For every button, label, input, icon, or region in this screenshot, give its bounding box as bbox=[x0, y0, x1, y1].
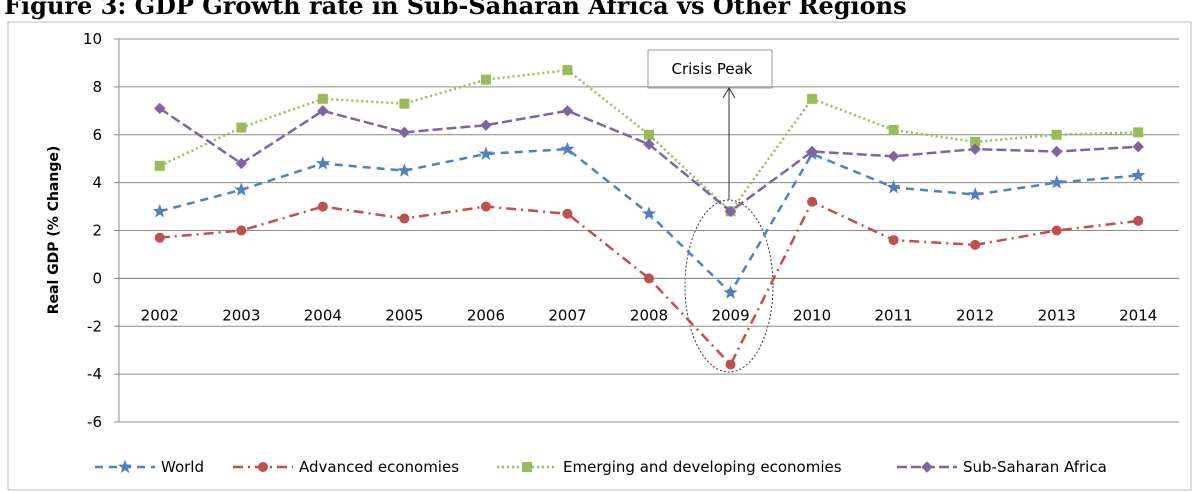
x-tick-label: 2013 bbox=[1038, 306, 1076, 324]
marker bbox=[117, 459, 133, 474]
arrow-head bbox=[722, 87, 736, 99]
marker bbox=[1050, 145, 1063, 158]
marker bbox=[154, 232, 165, 243]
marker bbox=[723, 285, 738, 299]
marker bbox=[806, 145, 818, 158]
marker bbox=[807, 93, 818, 104]
x-tick-label: 2009 bbox=[711, 306, 749, 324]
marker bbox=[1131, 167, 1146, 182]
x-tick-label: 2004 bbox=[304, 306, 342, 324]
marker bbox=[1133, 215, 1144, 226]
legend-label: Emerging and developing economies bbox=[563, 458, 842, 476]
y-tick-label: -6 bbox=[87, 413, 102, 431]
marker bbox=[152, 203, 167, 218]
marker bbox=[888, 124, 899, 135]
marker bbox=[478, 146, 493, 160]
x-tick-label: 2003 bbox=[222, 306, 260, 324]
marker bbox=[970, 239, 981, 250]
y-tick-label: 6 bbox=[92, 126, 102, 144]
x-tick-label: 2010 bbox=[793, 306, 831, 324]
y-tick-label: 10 bbox=[83, 30, 102, 48]
y-axis-label: Real GDP (% Change) bbox=[46, 146, 62, 315]
marker bbox=[1049, 175, 1064, 189]
marker bbox=[258, 462, 268, 472]
series-line bbox=[159, 107, 1139, 213]
marker bbox=[154, 102, 166, 115]
annotation: Crisis Peak bbox=[672, 60, 753, 78]
marker bbox=[317, 201, 328, 212]
marker bbox=[1051, 129, 1062, 140]
x-tick-label: 2014 bbox=[1119, 306, 1157, 324]
marker bbox=[644, 129, 654, 140]
series-line bbox=[159, 147, 1139, 295]
marker bbox=[969, 143, 981, 155]
y-tick-label: 0 bbox=[92, 269, 102, 287]
marker bbox=[644, 273, 654, 284]
marker bbox=[154, 160, 165, 171]
y-tick-label: -4 bbox=[87, 365, 102, 383]
highlight-ellipse bbox=[684, 199, 774, 373]
marker bbox=[887, 150, 900, 163]
x-tick-label: 2006 bbox=[467, 306, 505, 324]
marker bbox=[921, 461, 933, 473]
marker bbox=[968, 187, 983, 201]
marker bbox=[317, 105, 329, 117]
marker bbox=[399, 98, 410, 109]
chart-border bbox=[7, 21, 1192, 491]
marker bbox=[643, 138, 655, 151]
marker bbox=[561, 105, 574, 117]
x-tick-label: 2012 bbox=[956, 306, 994, 324]
marker bbox=[641, 206, 657, 220]
marker bbox=[1133, 127, 1144, 138]
marker bbox=[398, 126, 411, 139]
marker bbox=[236, 225, 247, 236]
marker bbox=[397, 163, 412, 177]
marker bbox=[399, 213, 410, 224]
marker bbox=[886, 179, 901, 194]
marker bbox=[480, 119, 492, 131]
marker bbox=[315, 156, 331, 170]
marker bbox=[1132, 141, 1144, 153]
legend-label: Sub-Saharan Africa bbox=[963, 458, 1107, 476]
marker bbox=[725, 359, 736, 370]
x-tick-label: 2011 bbox=[875, 306, 913, 324]
y-tick-label: 4 bbox=[92, 174, 102, 192]
marker bbox=[235, 157, 248, 170]
marker bbox=[480, 74, 491, 85]
marker bbox=[522, 462, 532, 472]
marker bbox=[1051, 225, 1062, 236]
annotation-box bbox=[647, 49, 773, 89]
marker bbox=[562, 208, 573, 219]
y-tick-label: 8 bbox=[92, 78, 102, 96]
x-tick-label: 2002 bbox=[141, 306, 179, 324]
chart-title: Figure 3: GDP Growth rate in Sub-Saharan… bbox=[4, 0, 907, 20]
marker bbox=[562, 65, 573, 76]
legend-label: World bbox=[161, 458, 204, 476]
x-tick-label: 2005 bbox=[385, 306, 423, 324]
marker bbox=[234, 182, 249, 196]
x-tick-label: 2007 bbox=[548, 306, 586, 324]
y-tick-label: -2 bbox=[87, 317, 102, 335]
legend-label: Advanced economies bbox=[299, 458, 459, 476]
marker bbox=[236, 122, 247, 133]
marker bbox=[317, 93, 328, 104]
x-tick-label: 2008 bbox=[630, 306, 668, 324]
marker bbox=[888, 235, 899, 246]
marker bbox=[560, 141, 575, 156]
marker bbox=[724, 205, 737, 218]
y-tick-label: 2 bbox=[92, 222, 102, 240]
marker bbox=[480, 201, 491, 212]
marker bbox=[807, 196, 818, 207]
